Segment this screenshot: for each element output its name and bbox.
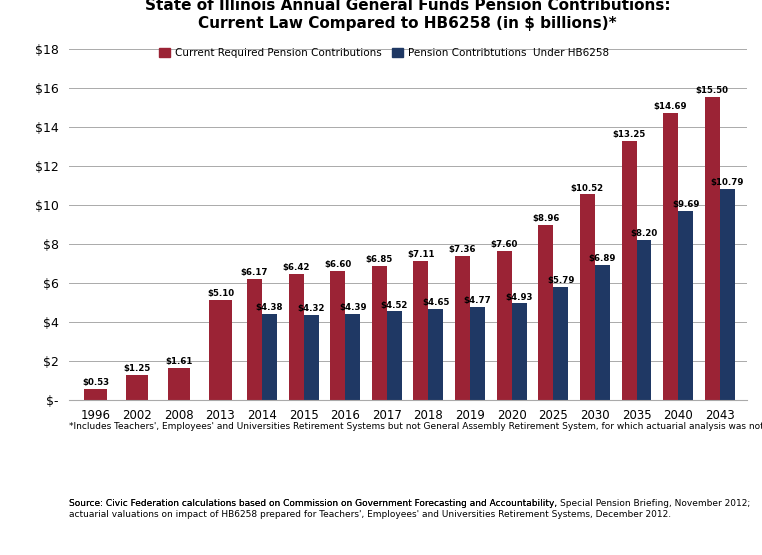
- Bar: [210, 300, 232, 400]
- Bar: [262, 314, 277, 400]
- Text: $1.25: $1.25: [123, 364, 151, 374]
- Bar: [247, 279, 262, 400]
- Text: $4.39: $4.39: [339, 303, 367, 312]
- Bar: [705, 97, 720, 400]
- Text: $6.89: $6.89: [589, 254, 616, 263]
- Text: $7.36: $7.36: [449, 245, 476, 254]
- Text: $4.52: $4.52: [381, 300, 408, 310]
- Bar: [470, 306, 485, 400]
- Text: $6.85: $6.85: [366, 255, 393, 264]
- Text: $4.77: $4.77: [464, 296, 491, 305]
- Text: $4.65: $4.65: [422, 298, 450, 307]
- Bar: [512, 304, 527, 400]
- Bar: [595, 265, 610, 400]
- Bar: [678, 211, 693, 400]
- Text: $14.69: $14.69: [654, 102, 687, 111]
- Text: $4.38: $4.38: [256, 303, 283, 312]
- Text: $4.32: $4.32: [297, 304, 325, 314]
- Text: Source: Civic Federation calculations based on Commission on Government Forecast: Source: Civic Federation calculations ba…: [69, 500, 750, 519]
- Bar: [455, 256, 470, 400]
- Text: $15.50: $15.50: [696, 87, 728, 95]
- Text: *Includes Teachers', Employees' and Universities Retirement Systems but not Gene: *Includes Teachers', Employees' and Univ…: [69, 422, 762, 431]
- Legend: Current Required Pension Contributions, Pension Contribtutions  Under HB6258: Current Required Pension Contributions, …: [155, 44, 613, 62]
- Text: $13.25: $13.25: [613, 130, 645, 139]
- Text: $6.17: $6.17: [241, 268, 268, 278]
- Text: $5.10: $5.10: [207, 289, 234, 298]
- Text: $8.96: $8.96: [532, 214, 559, 223]
- Bar: [372, 266, 387, 400]
- Bar: [330, 271, 345, 400]
- Text: $4.93: $4.93: [505, 292, 533, 301]
- Title: State of Illinois Annual General Funds Pension Contributions:
Current Law Compar: State of Illinois Annual General Funds P…: [145, 0, 671, 31]
- Text: $6.60: $6.60: [324, 260, 351, 269]
- Bar: [85, 389, 107, 400]
- Text: $6.42: $6.42: [283, 264, 310, 273]
- Bar: [553, 287, 568, 400]
- Text: $5.79: $5.79: [547, 276, 575, 285]
- Bar: [387, 311, 402, 400]
- Text: $9.69: $9.69: [672, 200, 700, 209]
- Text: $1.61: $1.61: [165, 357, 193, 366]
- Bar: [497, 251, 512, 400]
- Text: $10.79: $10.79: [710, 178, 744, 187]
- Bar: [428, 309, 443, 400]
- Bar: [622, 141, 636, 400]
- Bar: [636, 240, 652, 400]
- Bar: [663, 113, 678, 400]
- Bar: [580, 194, 595, 400]
- Bar: [289, 274, 303, 400]
- Text: $10.52: $10.52: [571, 184, 604, 193]
- Bar: [303, 315, 319, 400]
- Bar: [720, 189, 735, 400]
- Text: Source: Civic Federation calculations based on Commission on Government Forecast: Source: Civic Federation calculations ba…: [69, 500, 559, 508]
- Bar: [345, 314, 360, 400]
- Text: $7.60: $7.60: [491, 240, 518, 249]
- Bar: [168, 368, 190, 400]
- Bar: [538, 225, 553, 400]
- Bar: [414, 261, 428, 400]
- Text: $8.20: $8.20: [630, 229, 658, 238]
- Bar: [126, 375, 149, 400]
- Text: $0.53: $0.53: [82, 379, 109, 387]
- Text: $7.11: $7.11: [407, 250, 435, 259]
